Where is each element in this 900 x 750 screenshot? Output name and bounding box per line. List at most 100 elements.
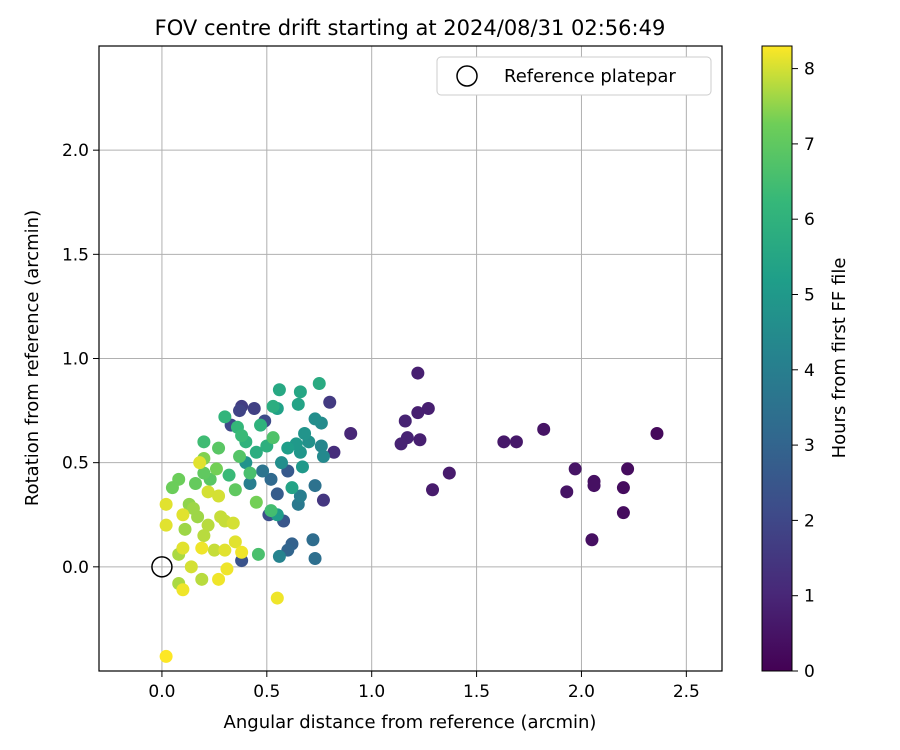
data-point — [293, 385, 307, 399]
x-tick-label: 1.0 — [358, 682, 385, 702]
data-point — [197, 529, 211, 543]
data-point — [251, 547, 265, 561]
data-point — [291, 397, 305, 411]
data-point — [176, 541, 190, 555]
data-point — [344, 427, 358, 440]
x-axis-label: Angular distance from reference (arcmin) — [224, 712, 597, 733]
data-point — [398, 414, 412, 428]
x-axis-ticks: 0.0 0.5 1.0 1.5 2.0 2.5 — [148, 671, 700, 702]
x-tick-label: 1.5 — [463, 682, 490, 702]
data-point — [295, 460, 309, 474]
data-point — [316, 493, 330, 507]
y-tick-label: 2.0 — [62, 141, 89, 161]
data-point — [264, 504, 278, 518]
data-point — [537, 422, 551, 436]
data-point — [272, 549, 286, 563]
data-point — [212, 489, 226, 503]
data-point — [201, 485, 215, 499]
legend-box — [436, 56, 712, 96]
data-point — [413, 433, 427, 447]
grid-lines — [99, 46, 722, 671]
data-point — [243, 466, 257, 480]
data-point — [235, 545, 249, 559]
data-point — [218, 410, 232, 424]
data-point — [214, 510, 228, 524]
colorbar-tick-label: 6 — [804, 210, 815, 230]
colorbar-ticks: 0 1 2 3 4 5 6 7 8 — [792, 60, 815, 682]
y-tick-label: 0.5 — [62, 454, 89, 474]
data-point — [256, 464, 270, 478]
colorbar-tick-label: 3 — [804, 436, 815, 456]
data-point — [207, 543, 221, 557]
data-point — [159, 497, 173, 511]
data-point — [314, 439, 328, 453]
x-tick-label: 2.0 — [568, 682, 595, 702]
y-axis-ticks: 0.0 0.5 1.0 1.5 2.0 — [62, 141, 99, 578]
reference-platepar-marker — [151, 556, 173, 578]
colorbar-tick-label: 2 — [804, 511, 815, 531]
colorbar-tick-label: 5 — [804, 285, 815, 305]
data-point — [587, 479, 601, 493]
data-point — [195, 541, 209, 555]
data-point — [165, 481, 179, 495]
x-tick-label: 2.5 — [673, 682, 700, 702]
data-point — [312, 377, 326, 390]
data-point — [264, 472, 278, 486]
data-point — [293, 489, 307, 503]
data-point — [274, 456, 288, 470]
colorbar-tick-label: 7 — [804, 135, 815, 155]
data-point — [186, 502, 200, 515]
data-point — [411, 366, 425, 380]
data-point — [201, 518, 215, 532]
data-point — [316, 449, 330, 463]
data-point — [222, 468, 236, 482]
data-point — [442, 466, 456, 480]
data-point — [249, 495, 263, 509]
data-point — [285, 481, 299, 495]
data-point — [266, 399, 280, 413]
data-point — [421, 402, 435, 415]
data-point — [327, 445, 341, 459]
data-point — [616, 506, 630, 520]
reference-marker — [151, 556, 173, 578]
data-point — [266, 431, 280, 445]
data-points — [159, 366, 664, 663]
data-point — [159, 518, 173, 532]
data-point — [159, 649, 173, 663]
data-point — [247, 402, 261, 415]
y-tick-label: 0.0 — [62, 558, 89, 578]
data-point — [228, 535, 242, 549]
y-tick-label: 1.0 — [62, 350, 89, 370]
data-point — [197, 466, 211, 480]
data-point — [411, 406, 425, 420]
colorbar-tick-label: 8 — [804, 60, 815, 80]
data-point — [270, 487, 284, 501]
data-point — [298, 427, 312, 440]
data-point — [249, 445, 263, 459]
data-point — [209, 462, 223, 476]
data-point — [394, 437, 408, 451]
data-point — [308, 412, 322, 426]
y-axis-label: Rotation from reference (arcmin) — [22, 210, 43, 506]
data-point — [426, 483, 440, 497]
x-tick-label: 0.0 — [148, 682, 175, 702]
data-point — [197, 435, 211, 449]
y-tick-label: 1.5 — [62, 245, 89, 265]
data-point — [308, 479, 322, 493]
data-point — [585, 533, 599, 547]
x-tick-label: 0.5 — [253, 682, 280, 702]
data-point — [243, 477, 257, 490]
colorbar-tick-label: 4 — [804, 361, 815, 381]
data-point — [184, 560, 198, 574]
data-point — [212, 572, 226, 586]
data-point — [188, 477, 202, 490]
data-point — [509, 435, 523, 449]
data-point — [178, 522, 192, 536]
colorbar-tick-label: 0 — [804, 662, 815, 682]
legend: Reference platepar — [436, 56, 712, 96]
data-point — [272, 383, 286, 397]
data-point — [497, 435, 511, 449]
data-point — [254, 418, 268, 432]
data-point — [195, 572, 209, 586]
